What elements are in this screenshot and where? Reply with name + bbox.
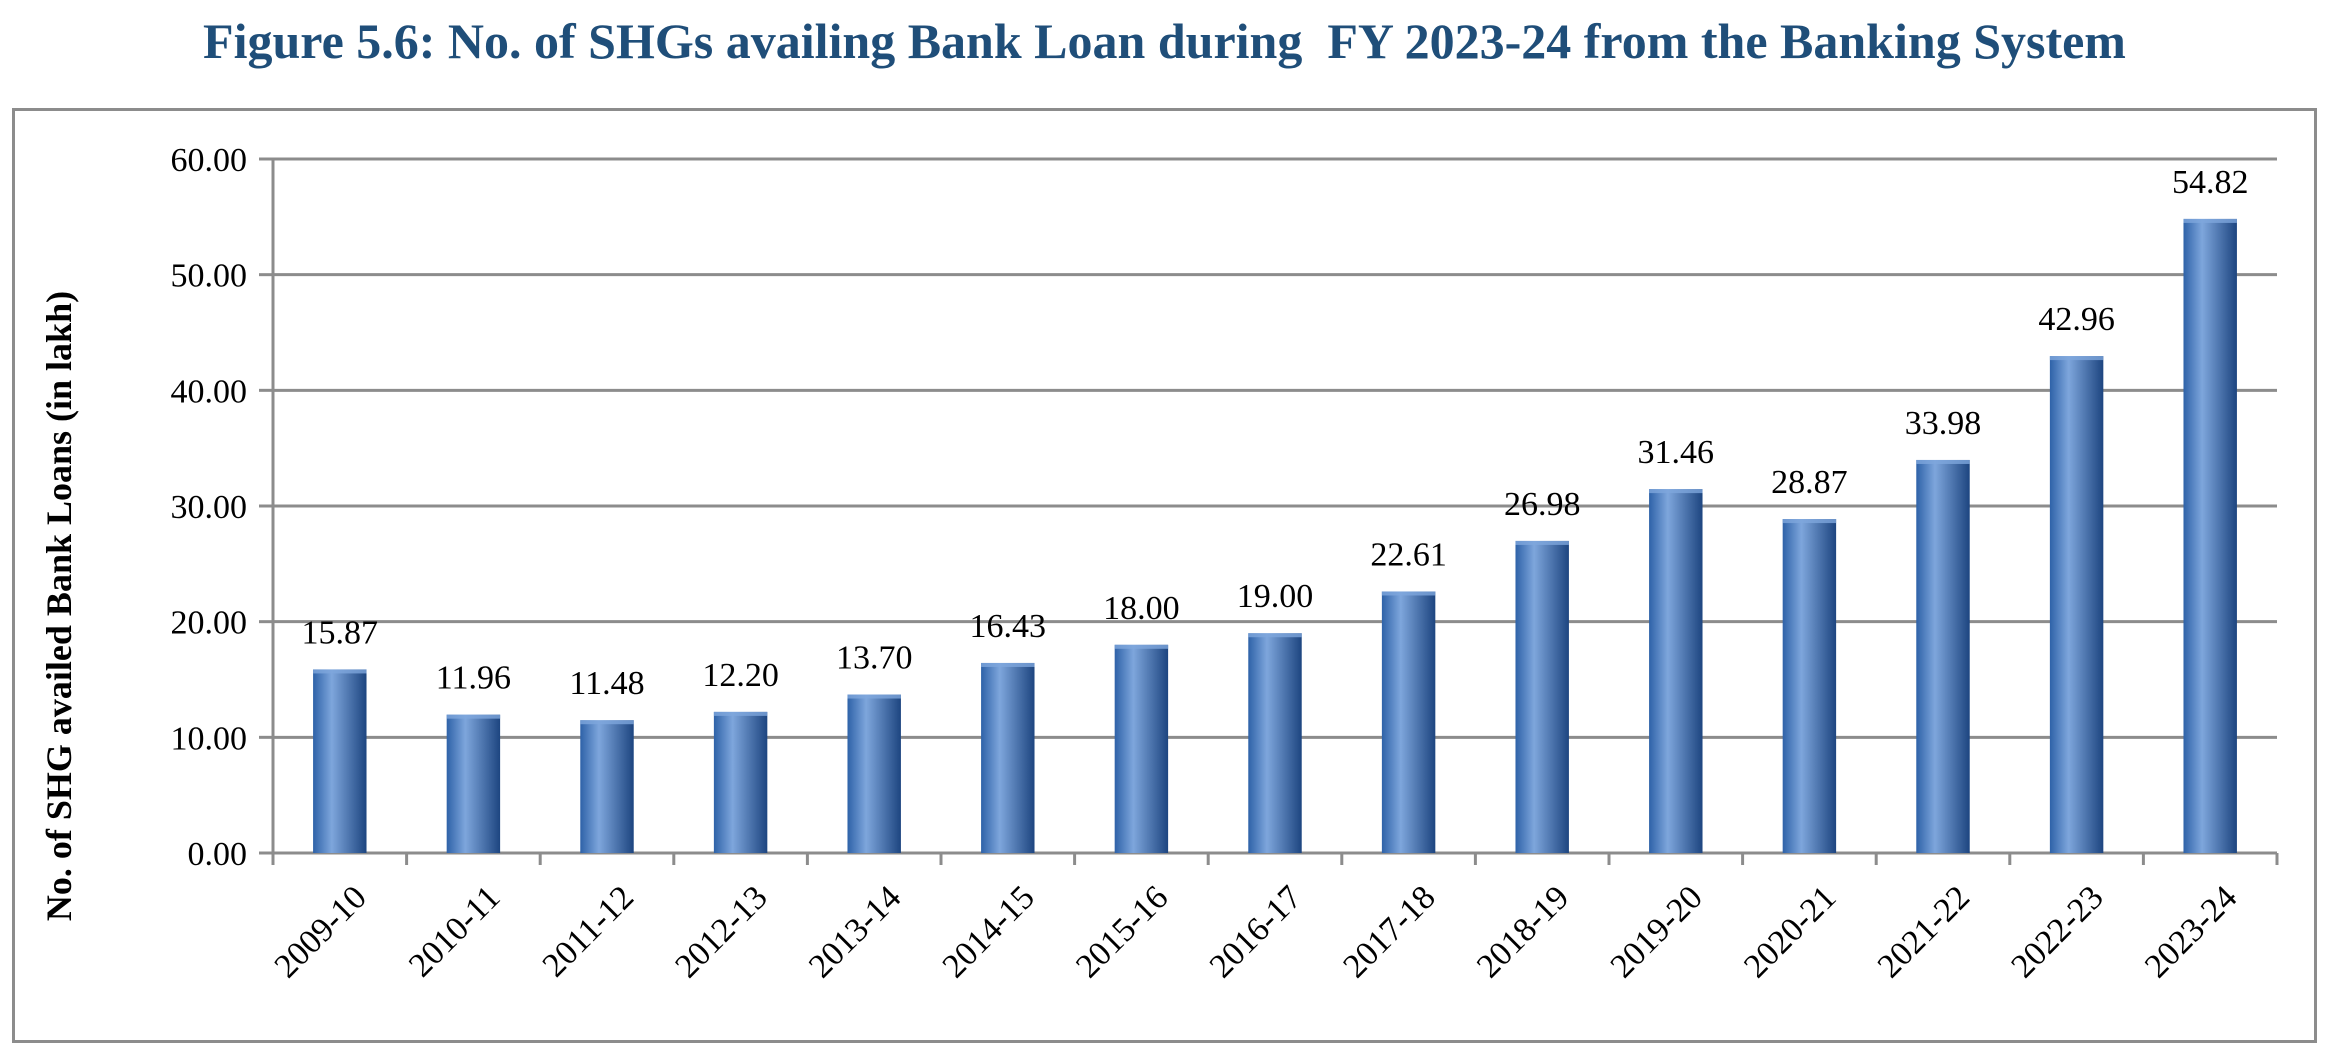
bar-2023-24 xyxy=(2183,218,2237,853)
x-axis-ticks: 2009-10 2010-11 2011-12 2012-13 2013-14 2014-… xyxy=(268,853,2279,985)
bar-2021-22 xyxy=(1916,459,1970,853)
bar-top-edge xyxy=(313,669,367,674)
y-axis-label: No. of SHG availed Bank Loans (in lakh) xyxy=(39,291,79,921)
data-label-2017-18: 22.61 xyxy=(1370,536,1447,573)
bar-top-edge xyxy=(1515,540,1569,545)
x-tick-label: 2019-20 xyxy=(1604,879,1710,985)
bar-2016-17 xyxy=(1248,633,1302,853)
x-tick-label: 2012-13 xyxy=(668,879,774,985)
data-label-2009-10: 15.87 xyxy=(302,614,379,651)
bar-2014-15 xyxy=(981,662,1035,853)
bar-top-edge xyxy=(1649,489,1703,494)
bars xyxy=(313,218,2237,853)
bar-top-edge xyxy=(1782,519,1837,524)
x-tick-label: 2018-19 xyxy=(1470,879,1576,985)
y-axis-ticks: 0.00 10.00 20.00 30.00 40.00 50.00 60.00 xyxy=(171,142,273,873)
bar-2022-23 xyxy=(2049,356,2104,853)
x-tick-label: 2013-14 xyxy=(802,879,908,985)
bar-top-edge xyxy=(1381,591,1436,596)
data-label-2015-16: 18.00 xyxy=(1103,590,1180,627)
y-tick-label: 30.00 xyxy=(171,489,248,526)
bar-2015-16 xyxy=(1114,644,1169,853)
data-label-2012-13: 12.20 xyxy=(702,657,779,694)
bar-2013-14 xyxy=(847,694,901,853)
chart-title: Figure 5.6: No. of SHGs availing Bank Lo… xyxy=(203,13,2126,69)
x-tick-label: 2017-18 xyxy=(1336,879,1442,985)
bar-top-edge xyxy=(1916,459,1970,464)
bar-2017-18 xyxy=(1381,591,1436,853)
data-label-2018-19: 26.98 xyxy=(1504,486,1581,523)
bar-2010-11 xyxy=(446,714,501,853)
x-tick-label: 2010-11 xyxy=(402,879,507,984)
y-tick-label: 20.00 xyxy=(171,605,248,642)
bar-2009-10 xyxy=(313,669,367,853)
bar-2018-19 xyxy=(1515,540,1569,853)
chart-frame: 15.87 11.96 11.48 12.20 13.70 16.43 18.00 19.00… xyxy=(12,108,2317,1043)
x-tick-label: 2016-17 xyxy=(1203,879,1309,985)
bar-top-edge xyxy=(1248,633,1302,638)
data-label-2019-20: 31.46 xyxy=(1638,434,1715,471)
bar-2019-20 xyxy=(1649,489,1703,853)
data-label-2020-21: 28.87 xyxy=(1771,464,1848,501)
x-tick-label: 2011-12 xyxy=(536,879,641,984)
x-tick-label: 2009-10 xyxy=(268,879,374,985)
bar-top-edge xyxy=(981,662,1035,667)
data-label-2022-23: 42.96 xyxy=(2038,301,2115,338)
x-tick-label: 2022-23 xyxy=(2004,879,2110,985)
bar-top-edge xyxy=(2183,218,2237,223)
x-tick-label: 2020-21 xyxy=(1737,879,1843,985)
data-label-2016-17: 19.00 xyxy=(1237,578,1314,615)
data-label-2014-15: 16.43 xyxy=(970,608,1047,645)
x-tick-label: 2021-22 xyxy=(1871,879,1977,985)
y-tick-label: 0.00 xyxy=(188,836,248,873)
data-label-2021-22: 33.98 xyxy=(1905,405,1982,442)
bar-2011-12 xyxy=(580,720,634,853)
x-tick-label: 2015-16 xyxy=(1069,879,1175,985)
data-label-2011-12: 11.48 xyxy=(569,665,644,702)
x-tick-label: 2023-24 xyxy=(2138,879,2244,985)
data-label-2013-14: 13.70 xyxy=(836,640,913,677)
data-label-2023-24: 54.82 xyxy=(2172,164,2249,201)
bar-chart: 15.87 11.96 11.48 12.20 13.70 16.43 18.00 19.00… xyxy=(39,142,2279,985)
y-tick-label: 50.00 xyxy=(171,258,248,295)
bar-top-edge xyxy=(847,694,901,699)
data-label-2010-11: 11.96 xyxy=(436,660,511,697)
y-tick-label: 10.00 xyxy=(171,720,248,757)
data-labels: 15.87 11.96 11.48 12.20 13.70 16.43 18.00 19.00… xyxy=(302,164,2249,702)
bar-top-edge xyxy=(580,720,634,725)
y-tick-label: 40.00 xyxy=(171,373,248,410)
bar-top-edge xyxy=(446,714,501,719)
bar-2020-21 xyxy=(1782,519,1837,853)
bar-2012-13 xyxy=(713,711,768,853)
bar-top-edge xyxy=(2049,356,2104,361)
x-tick-label: 2014-15 xyxy=(936,879,1042,985)
bar-top-edge xyxy=(1114,644,1169,649)
bar-top-edge xyxy=(713,711,768,716)
y-tick-label: 60.00 xyxy=(171,142,248,179)
